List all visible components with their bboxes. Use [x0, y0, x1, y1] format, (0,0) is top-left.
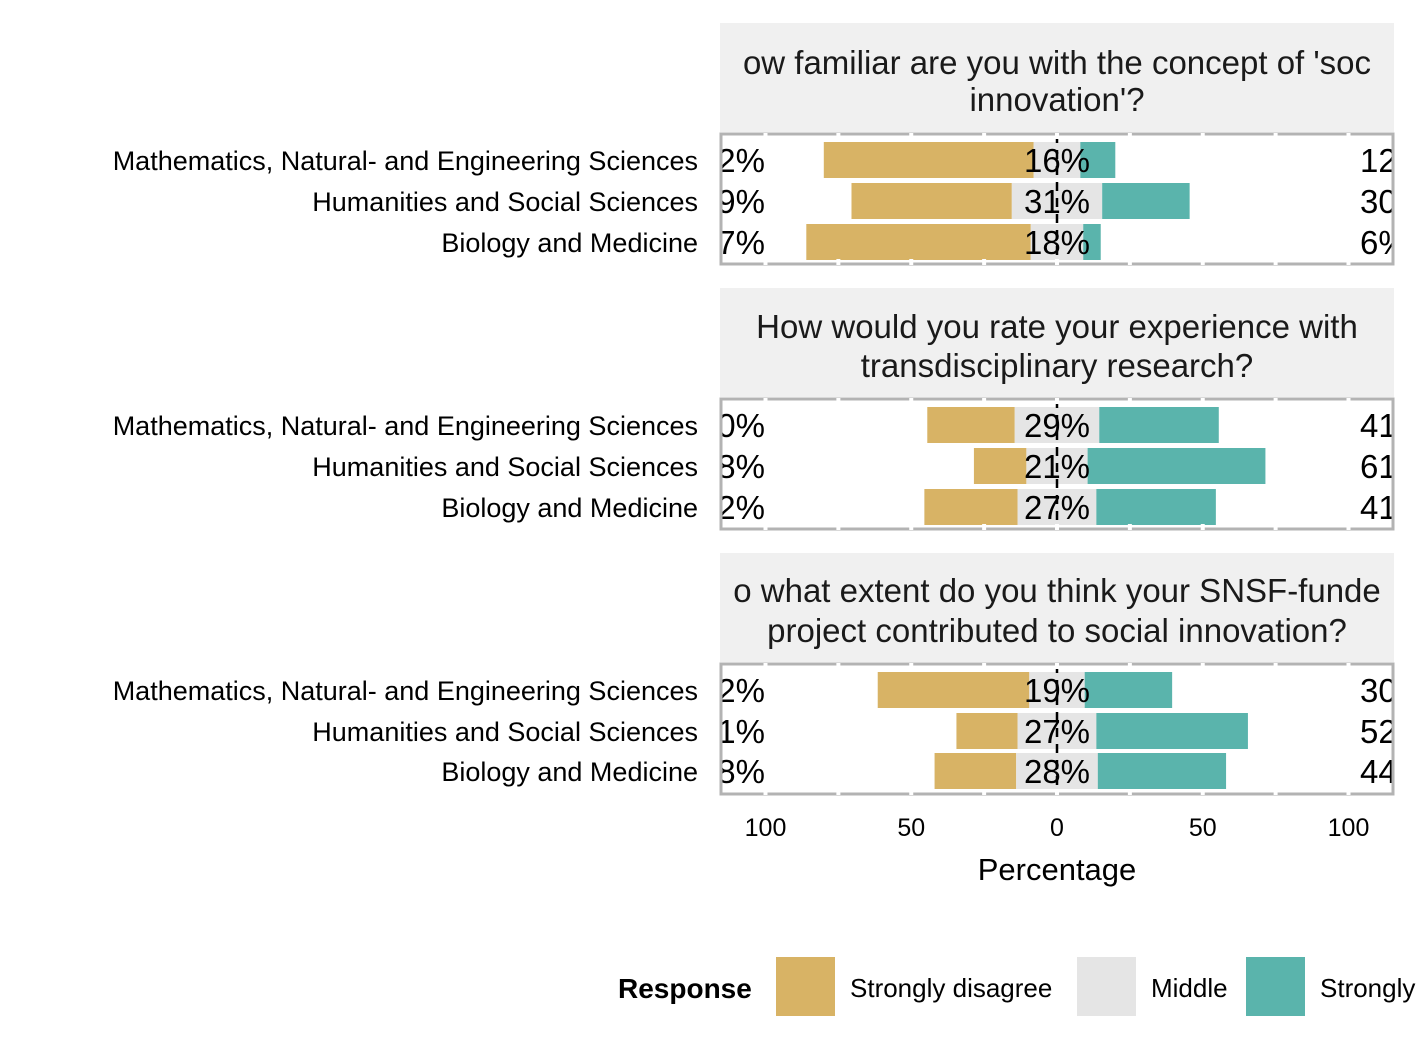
middle-percent-label: 18% — [1024, 224, 1090, 261]
facet-title-line: How would you rate your experience with — [756, 308, 1358, 345]
category-label: Biology and Medicine — [441, 228, 698, 258]
category-label: Mathematics, Natural- and Engineering Sc… — [113, 146, 698, 176]
bar-strongly-disagree — [877, 672, 1030, 708]
right-percent-label: 61 — [1360, 448, 1397, 485]
legend-label: Middle — [1151, 973, 1228, 1003]
left-percent-label: 2% — [717, 672, 765, 709]
left-percent-label: 1% — [717, 713, 765, 750]
legend-key — [1077, 957, 1136, 1016]
bar-strongly — [1087, 448, 1266, 484]
left-percent-label: 2% — [717, 489, 765, 526]
facet-strip — [720, 288, 1394, 397]
right-percent-label: 6% — [1360, 224, 1408, 261]
bar-strongly-disagree — [956, 713, 1018, 749]
left-percent-label: 7% — [717, 224, 765, 261]
bar-strongly — [1084, 672, 1173, 708]
right-percent-label: 41 — [1360, 407, 1397, 444]
bar-strongly — [1096, 489, 1216, 525]
legend-key — [776, 957, 835, 1016]
bar-strongly — [1083, 224, 1101, 260]
bar-strongly-disagree — [806, 224, 1031, 260]
facet-title-line: project contributed to social innovation… — [767, 612, 1347, 649]
x-tick-label: 50 — [1189, 814, 1217, 842]
right-percent-label: 44 — [1360, 753, 1397, 790]
legend-label: Strongly disagree — [850, 973, 1052, 1003]
right-percent-label: 12 — [1360, 142, 1397, 179]
x-tick-label: 50 — [897, 814, 925, 842]
category-label: Humanities and Social Sciences — [312, 187, 698, 217]
facet-title-line: transdisciplinary research? — [861, 347, 1254, 384]
bar-strongly — [1080, 142, 1116, 178]
left-percent-label: 8% — [717, 753, 765, 790]
bar-strongly-disagree — [973, 448, 1027, 484]
x-tick-label: 100 — [745, 814, 787, 842]
facet-title-line: innovation'? — [969, 81, 1144, 118]
bar-strongly — [1099, 407, 1219, 443]
bar-strongly-disagree — [924, 489, 1018, 525]
category-label: Biology and Medicine — [441, 493, 698, 523]
bar-strongly-disagree — [934, 753, 1017, 789]
facet-title-line: ow familiar are you with the concept of … — [743, 44, 1371, 81]
facet-strip — [720, 553, 1394, 662]
bar-strongly — [1102, 183, 1190, 219]
left-percent-label: 9% — [717, 183, 765, 220]
bar-strongly — [1097, 753, 1227, 789]
category-label: Humanities and Social Sciences — [312, 717, 698, 747]
facet-title-line: o what extent do you think your SNSF-fun… — [733, 572, 1381, 609]
right-percent-label: 52 — [1360, 713, 1397, 750]
legend-label: Strongly — [1320, 973, 1415, 1003]
category-label: Mathematics, Natural- and Engineering Sc… — [113, 411, 698, 441]
x-axis-title: Percentage — [978, 852, 1137, 887]
left-percent-label: 2% — [717, 142, 765, 179]
category-label: Mathematics, Natural- and Engineering Sc… — [113, 676, 698, 706]
right-percent-label: 41 — [1360, 489, 1397, 526]
legend-title: Response — [618, 973, 752, 1004]
bar-strongly-disagree — [851, 183, 1012, 219]
left-percent-label: 0% — [717, 407, 765, 444]
left-percent-label: 8% — [717, 448, 765, 485]
facet-strip — [720, 23, 1394, 132]
right-percent-label: 30 — [1360, 672, 1397, 709]
category-label: Biology and Medicine — [441, 757, 698, 787]
bar-strongly-disagree — [823, 142, 1034, 178]
bar-strongly — [1096, 713, 1248, 749]
x-tick-label: 100 — [1328, 814, 1370, 842]
middle-percent-label: 27% — [1024, 489, 1090, 526]
x-tick-label: 0 — [1050, 814, 1064, 842]
legend-key — [1246, 957, 1305, 1016]
right-percent-label: 30 — [1360, 183, 1397, 220]
bar-strongly-disagree — [927, 407, 1015, 443]
category-label: Humanities and Social Sciences — [312, 452, 698, 482]
